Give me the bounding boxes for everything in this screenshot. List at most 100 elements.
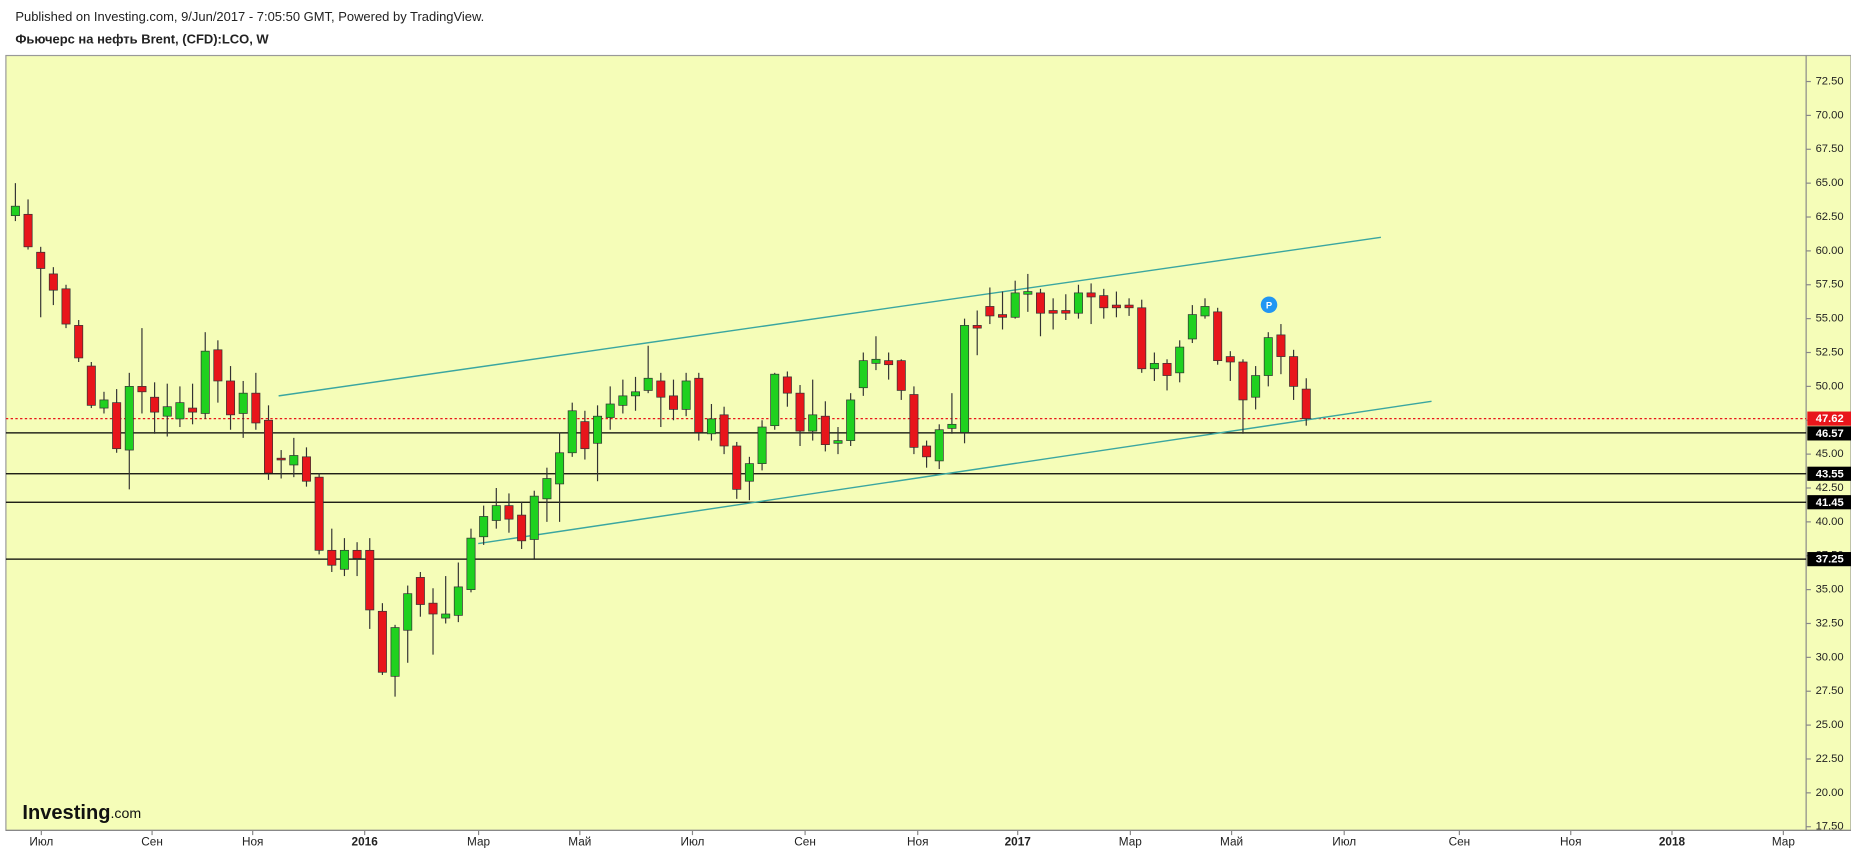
candle-body	[150, 396, 160, 413]
candle-body	[947, 423, 957, 429]
y-tick-label: 30.00	[1816, 651, 1844, 663]
candle-body	[719, 414, 729, 447]
candle-body	[1124, 304, 1134, 309]
x-tick-label: Ноя	[1560, 834, 1581, 848]
x-tick-label: Май	[1220, 834, 1243, 848]
price-label: 43.55	[1816, 468, 1844, 480]
candle-body	[466, 537, 476, 590]
x-tick-label: Ноя	[907, 834, 928, 848]
y-tick-label: 22.50	[1816, 753, 1844, 765]
candle-body	[593, 415, 603, 444]
y-tick-label: 20.00	[1816, 787, 1844, 799]
y-tick-label: 70.00	[1816, 109, 1844, 121]
candle-body	[1225, 356, 1235, 363]
candle-body	[782, 376, 792, 394]
candle-body	[1276, 334, 1286, 357]
candle-body	[23, 213, 33, 248]
marker-label: P	[1266, 300, 1272, 311]
candle-body	[668, 395, 678, 410]
candle-body	[555, 452, 565, 485]
y-tick-label: 50.00	[1816, 380, 1844, 392]
candle-body	[289, 455, 299, 466]
candle-body	[706, 418, 716, 435]
candle-body	[1010, 292, 1020, 318]
candle-body	[567, 410, 577, 454]
candle-body	[213, 349, 223, 382]
x-tick-label: 2016	[352, 834, 379, 848]
candle-body	[542, 478, 552, 500]
x-tick-label: Мар	[1119, 834, 1143, 848]
candle-body	[631, 391, 640, 397]
x-tick-label: Сен	[141, 834, 163, 848]
y-tick-label: 17.50	[1816, 821, 1844, 833]
candle-body	[998, 314, 1008, 318]
candle-body	[820, 415, 830, 445]
x-tick-label: Июл	[680, 834, 704, 848]
candle-body	[833, 440, 843, 444]
y-tick-label: 67.50	[1816, 143, 1844, 155]
candle-body	[1111, 304, 1121, 309]
y-tick-label: 40.00	[1816, 516, 1844, 528]
logo-suffix: .com	[110, 806, 141, 822]
candle-body	[909, 394, 919, 448]
candle-body	[858, 360, 868, 389]
candle-body	[365, 549, 375, 611]
candle-body	[1200, 306, 1210, 317]
candle-body	[124, 386, 134, 451]
candle-body	[1086, 292, 1096, 298]
x-tick-label: Сен	[1449, 834, 1471, 848]
candle-body	[896, 360, 906, 391]
plot-area	[5, 54, 1851, 831]
candle-body	[1149, 362, 1159, 370]
candle-body	[757, 426, 767, 464]
logo-brand: Investing	[22, 802, 110, 824]
price-label-box	[1807, 411, 1851, 426]
candle-body	[643, 377, 653, 391]
x-tick-label: Июл	[29, 834, 53, 848]
candle-body	[922, 445, 932, 458]
candle-body	[1289, 356, 1299, 387]
y-tick-label: 25.00	[1816, 719, 1844, 731]
candle-body	[10, 205, 20, 217]
candle-body	[795, 392, 805, 432]
marks: 17.50 20.00 22.50 25.00 27.50 30.00 32.50 35.00…	[5, 75, 1844, 848]
candle-body	[605, 403, 615, 418]
candle-body	[884, 360, 894, 366]
candle-body	[517, 514, 527, 542]
candle-body	[390, 627, 400, 677]
candle-body	[744, 463, 754, 482]
candle-body	[871, 358, 881, 364]
candle-body	[732, 445, 742, 490]
candle-body	[1048, 310, 1058, 314]
candle-body	[1023, 291, 1033, 295]
candle-body	[36, 251, 46, 269]
y-tick-label: 42.50	[1816, 482, 1844, 494]
price-label-box	[1807, 552, 1851, 567]
chart-title: Фьючерс на нефть Brent, (CFD):LCO, W	[15, 32, 269, 47]
candle-body	[1251, 375, 1261, 398]
candle-body	[1301, 388, 1311, 419]
marker-badge	[1260, 296, 1278, 314]
x-tick-label: Сен	[794, 834, 816, 848]
y-tick-label: 45.00	[1816, 448, 1844, 460]
candle-body	[1238, 361, 1248, 401]
candle-body	[1213, 311, 1223, 361]
candle-body	[1263, 337, 1273, 376]
y-tick-label: 52.50	[1816, 346, 1844, 358]
trend-line	[478, 400, 1432, 545]
candle-body	[86, 365, 96, 406]
price-label-box	[1807, 466, 1851, 481]
candle-body	[529, 495, 539, 540]
candle-body	[301, 456, 311, 482]
candle-body	[934, 429, 944, 462]
y-tick-label: 27.50	[1816, 685, 1844, 697]
y-tick-label: 57.50	[1816, 279, 1844, 291]
candle-body	[200, 350, 210, 414]
y-tick-label: 32.50	[1816, 617, 1844, 629]
candle-body	[1137, 307, 1147, 370]
candle-body	[1073, 292, 1083, 314]
candle-body	[681, 380, 691, 410]
candle-body	[1061, 310, 1071, 314]
